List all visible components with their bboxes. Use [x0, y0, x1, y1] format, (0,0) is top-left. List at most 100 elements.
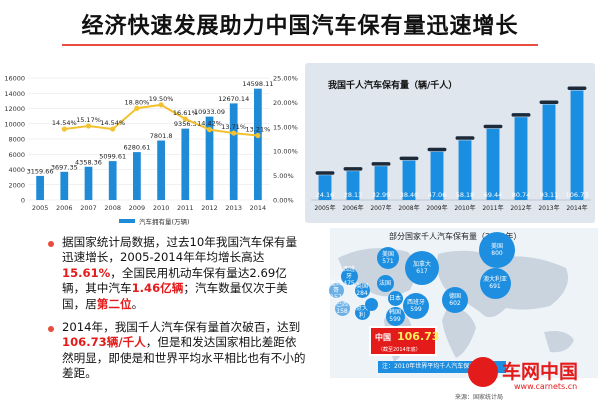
y-tick-label: 2000 [8, 181, 25, 189]
growth-point [158, 102, 164, 108]
bar-value-label: 9356.3 [174, 120, 197, 128]
growth-point [85, 123, 92, 129]
bubble-country: 韩国 [388, 309, 401, 316]
bar [402, 160, 416, 200]
bubble-country: 法国 [378, 279, 391, 287]
bubble-value: 158 [336, 308, 348, 315]
bubble-value: 157 [330, 293, 342, 301]
country-bubble: 德国 602 [442, 287, 468, 313]
x-tick-label: 2007 [80, 204, 97, 212]
x-tick-label: 2010年 [454, 204, 475, 212]
country-bubble: 墨西哥 157 [328, 279, 344, 301]
bar [205, 116, 214, 200]
x-tick-label: 2012年 [510, 204, 531, 212]
map-title: 部分国家千人汽车保有量（2010年） [389, 232, 522, 241]
x-tick-label: 2010 [153, 204, 170, 212]
bubble-value: 475 [343, 279, 355, 287]
x-tick-label: 2005年 [314, 204, 335, 212]
car-icon [455, 136, 475, 140]
bar [60, 171, 69, 200]
bar [514, 117, 528, 200]
country-bubble: 巴西 158 [334, 300, 350, 316]
bar [36, 175, 44, 200]
growth-label: 18.80% [125, 98, 150, 106]
bar-value-label: 80.74 [512, 191, 531, 199]
y2-tick-label: 0.00% [273, 197, 294, 205]
bar-value-label: 106.73 [566, 191, 589, 199]
bar [430, 151, 444, 200]
country-bubble: 西班牙 475 [340, 265, 358, 287]
bullet-dot [48, 326, 54, 333]
bar-value-label: 4358.36 [75, 158, 102, 166]
growth-label: 13.21% [246, 126, 271, 134]
bubble-country: 西班牙 [342, 265, 355, 280]
x-tick-label: 2009 [129, 204, 146, 212]
title-divider [62, 44, 538, 46]
country-bubble: 加拿大 617 [405, 251, 439, 285]
x-tick-label: 2008 [104, 204, 121, 212]
y-tick-label: 0 [21, 197, 25, 205]
page-title: 经济快速发展助力中国汽车保有量迅速增长 [81, 14, 519, 39]
bar [84, 166, 93, 200]
bubble-value: 284 [356, 290, 368, 297]
growth-point [182, 116, 188, 122]
bar [254, 88, 262, 200]
bar-value-label: 3697.35 [51, 163, 78, 171]
china-label: 中国 [375, 333, 391, 342]
y2-tick-label: 10.00% [273, 148, 298, 156]
growth-point [110, 126, 116, 132]
china-callout: 中国 106.73 （截至2014年底） [369, 326, 439, 356]
growth-label: 14.54% [100, 119, 125, 127]
bar [229, 103, 238, 200]
bubble-country: 德国 [448, 293, 461, 300]
bubble-country: 墨西哥 [329, 279, 342, 294]
per-capita-chart: 24.16 2005年 28.13 2006年 32.99 2007年 38.40 2008年… [311, 86, 591, 212]
y2-tick-label: 15.00% [273, 123, 298, 131]
x-tick-label: 2012 [201, 204, 218, 212]
bubble-value: 617 [416, 268, 428, 275]
y-tick-label: 4000 [8, 166, 25, 174]
bar-value-label: 3159.66 [27, 167, 54, 175]
bar-value-label: 14598.11 [242, 80, 273, 88]
x-tick-label: 2006 [56, 204, 73, 212]
bubble-country: 西班牙 [406, 299, 425, 306]
growth-label: 16.61% [173, 109, 198, 117]
country-bubble: 美国 571 [377, 247, 399, 269]
x-tick-label: 2011 [177, 204, 194, 212]
growth-label: 14.42% [197, 120, 222, 128]
bubble-country: 英国 [355, 283, 368, 290]
x-tick-label: 2005 [32, 204, 49, 212]
bullet-item-per-capita: 2014年，我国千人汽车保有量首次破百，达到106.73辆/千人，但是和发达国家… [48, 320, 306, 382]
growth-point [255, 132, 261, 139]
car-icon [371, 162, 391, 166]
bullet-item-growth: 据国家统计局数据，过去10年我国汽车保有量迅速增长，2005-2014年年均增长… [48, 235, 306, 312]
bar [157, 140, 165, 200]
y-tick-label: 6000 [8, 151, 25, 159]
bubble-value: 599 [389, 316, 401, 323]
y-tick-label: 16000 [4, 75, 25, 83]
car-icon [343, 167, 363, 171]
car-icon [567, 86, 587, 90]
car-icon [539, 100, 559, 104]
per-capita-chart-title: 我国千人汽车保有量（辆/千人） [328, 81, 458, 91]
bar [570, 90, 584, 200]
bar [346, 171, 360, 200]
x-tick-label: 2008年 [398, 204, 419, 212]
growth-label: 13.71% [221, 123, 246, 131]
x-tick-label: 2014年 [566, 204, 587, 212]
y-tick-label: 8000 [8, 136, 25, 144]
growth-label: 15.17% [76, 116, 101, 124]
y-tick-label: 12000 [4, 105, 25, 113]
vehicle-ownership-chart: 0 2000 4000 6000 8000 10000 12000 14000 16000 0.0… [4, 75, 298, 227]
x-tick-label: 2009年 [426, 204, 447, 212]
x-tick-label: 2011年 [482, 204, 503, 212]
bar-value-label: 38.40 [400, 191, 419, 199]
china-note: （截至2014年底） [378, 347, 421, 353]
brand-logo: 车网中国 www.carnets.cn [468, 355, 600, 395]
bubble-country: 澳大利亚 [482, 276, 507, 283]
legend-label: 汽车拥有量(万辆) [139, 217, 190, 226]
bar-value-label: 12670.14 [218, 95, 249, 103]
bar-value-label: 6280.61 [123, 144, 150, 152]
bar-value-label: 69.44 [484, 191, 503, 199]
bubble-country: 美国 [490, 243, 503, 250]
